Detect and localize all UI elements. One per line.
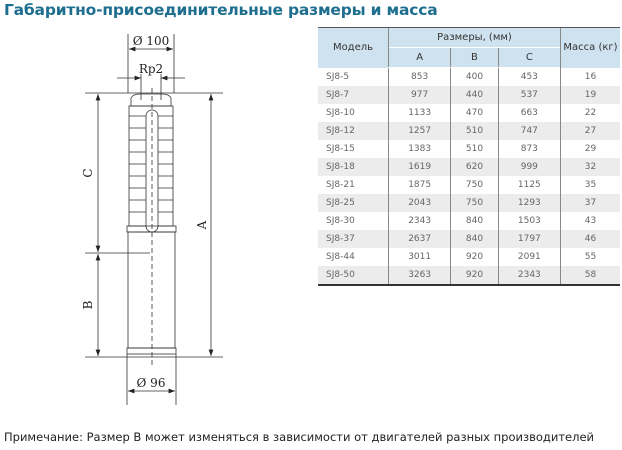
cell-b: 750 <box>450 194 499 212</box>
cell-a: 2343 <box>387 212 451 230</box>
cell-c: 999 <box>497 158 561 176</box>
cell-mass: 43 <box>560 212 620 230</box>
cell-mass: 19 <box>560 86 620 104</box>
cell-model: SJ8-5 <box>326 71 350 82</box>
cell-mass: 35 <box>560 176 620 194</box>
cell-model: SJ8-30 <box>326 216 355 226</box>
cell-a: 3263 <box>387 266 451 286</box>
table-row: SJ8-10 1133 470 663 22 <box>318 104 620 122</box>
cell-b: 750 <box>450 176 499 194</box>
cell-b: 470 <box>450 104 499 122</box>
header-dimensions: Размеры, (мм) <box>388 27 561 48</box>
cell-model: SJ8-50 <box>318 266 389 286</box>
cell-a: 1383 <box>387 140 451 158</box>
header-a: A <box>387 47 451 68</box>
cell-mass: 22 <box>560 104 620 122</box>
header-c: C <box>497 47 561 68</box>
table-row: SJ8-18 1619 620 999 32 <box>318 158 620 176</box>
cell-a: 977 <box>387 86 451 104</box>
cell-c: 873 <box>497 140 561 158</box>
cell-mass: 16 <box>560 67 620 86</box>
top-diameter-label: Ø 100 <box>133 34 170 48</box>
table-row: SJ8-15 1383 510 873 29 <box>318 140 620 158</box>
cell-c: 1503 <box>497 212 561 230</box>
cell-c: 537 <box>497 86 561 104</box>
cell-a: 2043 <box>387 194 451 212</box>
header-model: Модель <box>318 27 389 68</box>
cell-model: SJ8-15 <box>326 144 355 154</box>
cell-mass: 55 <box>560 248 620 266</box>
table-row: SJ8-21 1875 750 1125 35 <box>318 176 620 194</box>
header-b: B <box>450 47 499 68</box>
cell-c: 1293 <box>497 194 561 212</box>
cell-model: SJ8-25 <box>318 194 389 212</box>
table-row: SJ8-5 853 400 453 16 <box>318 67 620 86</box>
cell-model: SJ8-12 <box>318 122 389 140</box>
cell-b: 510 <box>450 140 499 158</box>
cell-c: 747 <box>497 122 561 140</box>
cell-a: 1257 <box>387 122 451 140</box>
footnote: Примечание: Размер B может изменяться в … <box>4 430 595 444</box>
cell-mass: 32 <box>560 158 620 176</box>
cell-a: 1875 <box>387 176 451 194</box>
cell-b: 440 <box>450 86 499 104</box>
cell-a: 3011 <box>387 248 451 266</box>
pump-dimension-drawing: Ø 100 Rp2 Ø 96 C B A <box>81 34 223 405</box>
cell-b: 840 <box>450 230 499 248</box>
dimension-b-label: B <box>81 300 95 309</box>
header-mass: Масса (кг) <box>560 27 620 68</box>
cell-b: 840 <box>450 212 499 230</box>
table-row: SJ8-7 977 440 537 19 <box>318 86 620 104</box>
cell-b: 920 <box>450 248 499 266</box>
table-row: SJ8-37 2637 840 1797 46 <box>318 230 620 248</box>
cell-model: SJ8-10 <box>326 108 355 118</box>
cell-a: 1133 <box>387 104 451 122</box>
cell-b: 620 <box>450 158 499 176</box>
cell-c: 2091 <box>497 248 561 266</box>
cell-c: 2343 <box>497 266 561 286</box>
cell-model: SJ8-44 <box>326 252 355 262</box>
dimension-c-label: C <box>81 168 95 177</box>
cell-b: 510 <box>450 122 499 140</box>
cell-c: 1797 <box>497 230 561 248</box>
cell-c: 663 <box>497 104 561 122</box>
cell-model: SJ8-37 <box>318 230 389 248</box>
cell-b: 920 <box>450 266 499 286</box>
table-row: SJ8-25 2043 750 1293 37 <box>318 194 620 212</box>
cell-mass: 46 <box>560 230 620 248</box>
cell-model: SJ8-7 <box>318 86 389 104</box>
thread-label: Rp2 <box>139 62 163 76</box>
cell-mass: 27 <box>560 122 620 140</box>
cell-a: 2637 <box>387 230 451 248</box>
cell-mass: 37 <box>560 194 620 212</box>
dimensions-table: Модель Размеры, (мм) Масса (кг) A B C SJ… <box>318 27 620 286</box>
cell-c: 453 <box>497 67 561 86</box>
dimension-a-label: A <box>195 220 209 230</box>
cell-c: 1125 <box>497 176 561 194</box>
cell-model: SJ8-18 <box>318 158 389 176</box>
table-row: SJ8-30 2343 840 1503 43 <box>318 212 620 230</box>
cell-mass: 29 <box>560 140 620 158</box>
table-row: SJ8-44 3011 920 2091 55 <box>318 248 620 266</box>
cell-b: 400 <box>450 67 499 86</box>
cell-mass: 58 <box>560 266 620 286</box>
table-row: SJ8-50 3263 920 2343 58 <box>318 266 620 286</box>
cell-a: 1619 <box>387 158 451 176</box>
table-row: SJ8-12 1257 510 747 27 <box>318 122 620 140</box>
bottom-diameter-label: Ø 96 <box>137 376 166 390</box>
page-title: Габаритно-присоединительные размеры и ма… <box>4 1 438 19</box>
cell-a: 853 <box>387 67 451 86</box>
cell-model: SJ8-21 <box>326 180 355 190</box>
